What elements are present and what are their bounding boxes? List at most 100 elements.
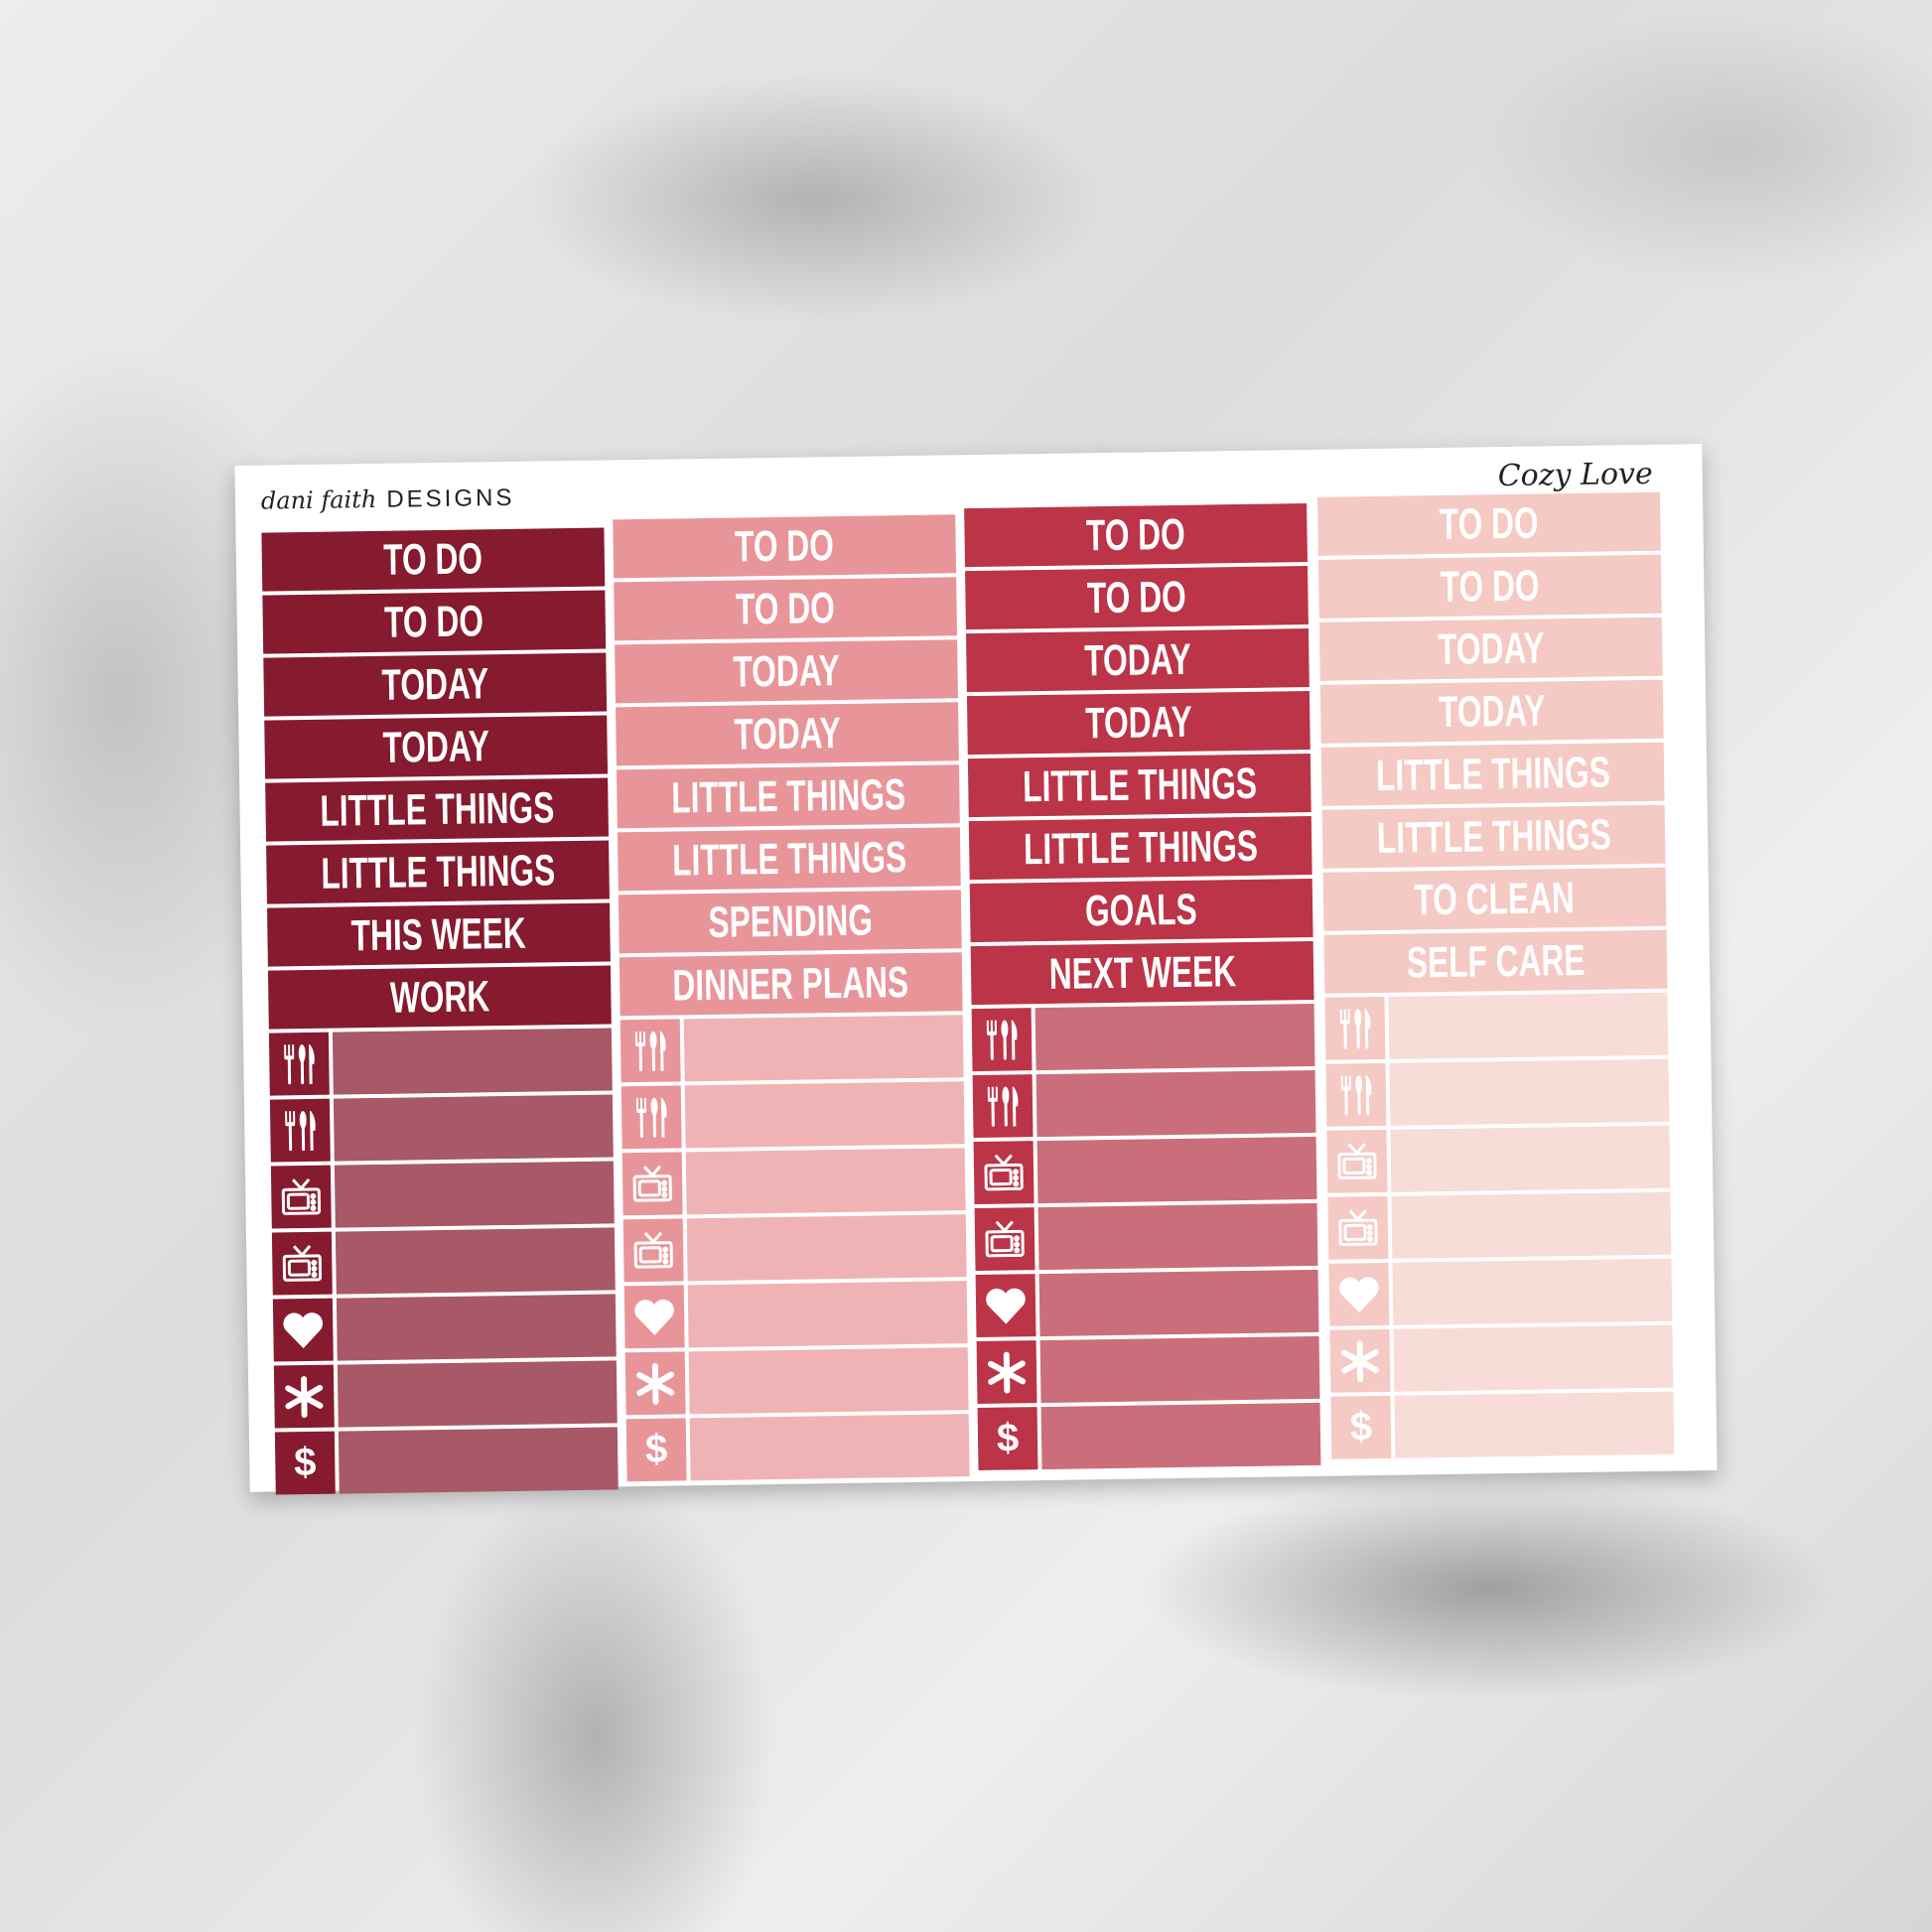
blank-sticker — [1035, 1003, 1315, 1071]
blank-sticker — [337, 1360, 618, 1428]
tv-icon — [1326, 1129, 1388, 1193]
icon-sticker-row — [620, 1015, 964, 1083]
icon-sticker-row — [621, 1081, 965, 1150]
icon-sticker-row — [273, 1360, 618, 1429]
header-sticker-label: NEXT WEEK — [1048, 946, 1237, 999]
header-sticker: TODAY — [966, 627, 1310, 693]
header-sticker-label: TO DO — [384, 596, 484, 647]
asterisk-icon — [624, 1351, 686, 1416]
header-sticker: DINNER PLANS — [619, 952, 963, 1017]
icon-sticker-row — [272, 1294, 617, 1362]
brand-logo: dani faith DESIGNS — [261, 483, 515, 516]
header-sticker-label: WORK — [389, 971, 490, 1023]
dollar-icon: $ — [1330, 1395, 1392, 1459]
fork-knife-icon — [269, 1098, 331, 1163]
blank-sticker — [1394, 1391, 1675, 1458]
header-sticker: TO DO — [614, 577, 958, 641]
header-sticker: TO DO — [1317, 491, 1661, 556]
blank-sticker — [338, 1427, 619, 1494]
header-sticker: SELF CARE — [1323, 929, 1668, 994]
heart-icon — [975, 1274, 1036, 1338]
header-sticker: NEXT WEEK — [970, 940, 1314, 1006]
icon-sticker-row — [1328, 1258, 1673, 1326]
header-sticker: LITTLE THINGS — [1321, 804, 1666, 869]
fork-knife-icon — [621, 1085, 682, 1150]
blank-sticker — [1392, 1258, 1673, 1325]
header-sticker: TODAY — [263, 652, 608, 717]
blank-sticker — [332, 1028, 613, 1095]
blank-sticker — [1391, 1191, 1672, 1259]
icon-sticker-row — [268, 1028, 613, 1096]
asterisk-icon — [273, 1364, 335, 1429]
sticker-column-4: TO DO TO DO TODAY TODAY LITTLE THINGS LITTLE … — [1317, 491, 1675, 1463]
icon-sticker-row — [1329, 1324, 1674, 1393]
heart-icon — [1328, 1262, 1390, 1326]
header-sticker-label: TODAY — [1083, 634, 1191, 685]
header-sticker: TODAY — [264, 715, 609, 779]
tv-icon — [1327, 1195, 1389, 1260]
blank-sticker — [1393, 1324, 1674, 1392]
header-sticker-label: TO DO — [1440, 561, 1541, 612]
header-sticker-label: TODAY — [1437, 622, 1545, 674]
tv-icon — [271, 1231, 333, 1296]
tv-icon — [973, 1141, 1035, 1205]
header-sticker: TO DO — [965, 566, 1309, 630]
blank-sticker — [1035, 1069, 1316, 1138]
icon-sticker-row — [269, 1094, 614, 1163]
tv-icon — [270, 1165, 332, 1229]
header-sticker-label: LITTLE THINGS — [320, 845, 556, 898]
icon-sticker-row: $ — [625, 1414, 970, 1482]
heart-icon — [272, 1298, 334, 1362]
blank-sticker — [333, 1094, 614, 1162]
header-sticker-label: TO CLEAN — [1414, 873, 1576, 924]
tv-icon — [621, 1152, 683, 1216]
header-sticker: LITTLE THINGS — [265, 777, 609, 842]
icon-sticker-row — [1324, 992, 1669, 1060]
sticker-column-3: TO DO TO DO TODAY TODAY LITTLE THINGS LITTLE … — [964, 503, 1321, 1474]
header-sticker-label: LITTLE THINGS — [1375, 748, 1610, 800]
tv-icon — [974, 1207, 1035, 1272]
heart-icon — [623, 1285, 685, 1349]
icon-sticker-row — [622, 1214, 967, 1283]
header-sticker: TODAY — [966, 690, 1311, 756]
header-sticker: TO DO — [261, 527, 606, 592]
icon-sticker-row — [270, 1161, 615, 1229]
icon-sticker-row — [1327, 1191, 1672, 1260]
header-sticker: TODAY — [1319, 679, 1664, 744]
blank-sticker — [1038, 1269, 1319, 1337]
blank-sticker — [685, 1148, 966, 1215]
header-sticker: LITTLE THINGS — [1320, 742, 1665, 806]
icon-sticker-row — [1325, 1058, 1670, 1127]
sheet-title: Cozy Love — [1497, 456, 1653, 494]
icon-sticker-row — [974, 1202, 1318, 1272]
dollar-icon: $ — [274, 1431, 336, 1495]
blank-sticker — [1039, 1335, 1320, 1404]
fork-knife-icon — [972, 1074, 1034, 1139]
sticker-column-1: TO DO TO DO TODAY TODAY LITTLE THINGS LITTLE … — [261, 527, 619, 1499]
blank-sticker — [684, 1081, 965, 1149]
blank-sticker — [686, 1214, 967, 1282]
asterisk-icon — [1329, 1328, 1391, 1393]
header-sticker-label: TO DO — [1439, 498, 1540, 549]
header-sticker-label: LITTLE THINGS — [1376, 810, 1611, 863]
blank-sticker — [336, 1294, 617, 1361]
header-sticker-label: SPENDING — [707, 896, 873, 947]
header-sticker-label: THIS WEEK — [350, 908, 527, 960]
icon-sticker-row — [271, 1227, 616, 1296]
header-sticker: LITTLE THINGS — [967, 753, 1311, 818]
header-sticker: TODAY — [616, 702, 959, 766]
header-sticker-label: TO DO — [735, 583, 836, 634]
brand-text: DESIGNS — [386, 483, 515, 513]
header-sticker: GOALS — [969, 878, 1313, 943]
blank-sticker — [334, 1161, 615, 1228]
icon-sticker-row — [621, 1148, 966, 1216]
blank-sticker — [1036, 1136, 1317, 1204]
blank-sticker — [687, 1281, 968, 1348]
sticker-sheet: dani faith DESIGNS Cozy Love TO DO TO DO T… — [234, 444, 1718, 1495]
header-sticker: TO DO — [964, 503, 1308, 568]
dollar-icon: $ — [977, 1407, 1038, 1471]
fork-knife-icon — [620, 1019, 681, 1083]
header-sticker-label: TO DO — [734, 520, 835, 572]
icon-sticker-row — [975, 1269, 1319, 1338]
header-sticker-label: TODAY — [381, 658, 489, 710]
